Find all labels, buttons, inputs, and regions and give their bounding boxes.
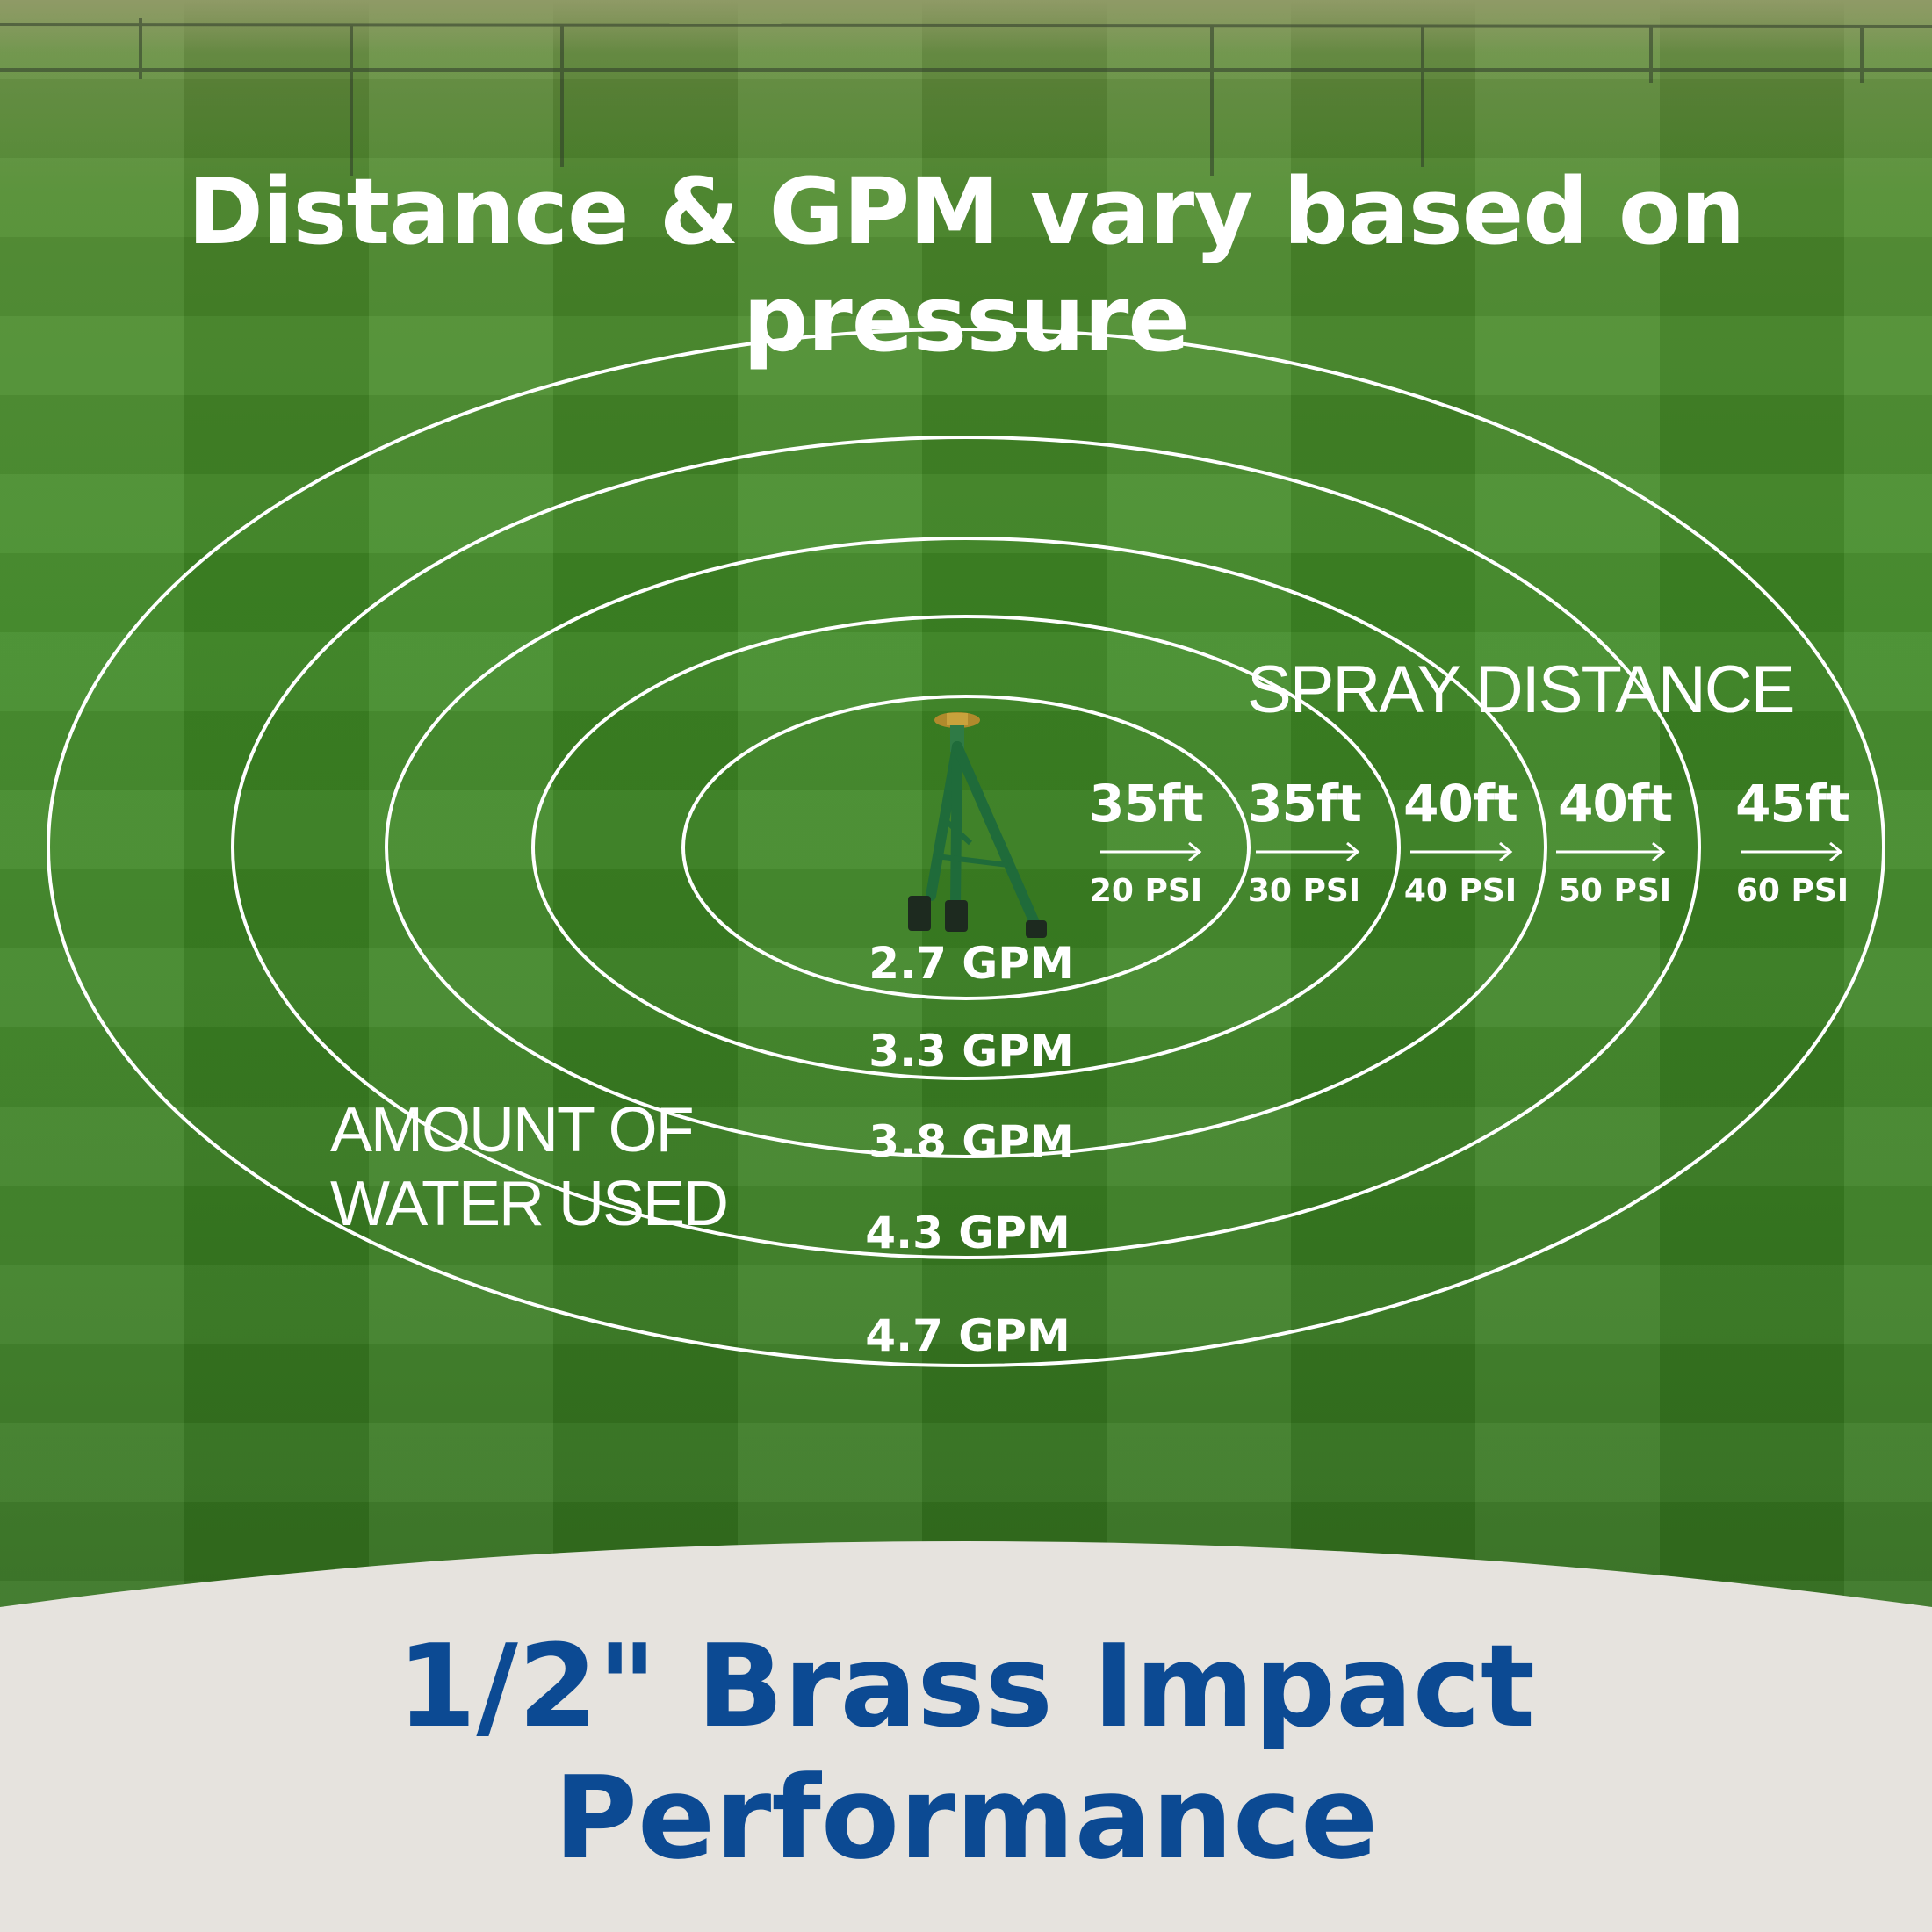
arrow-right-icon: [1100, 841, 1202, 862]
distance-marker-50-psi: 40ft 50 PSI: [1549, 773, 1681, 913]
flow-rate-30-psi: 3.3 GPM: [869, 1026, 1074, 1077]
distance-value: 35ft: [1247, 774, 1362, 833]
arrow-right-icon: [1556, 841, 1666, 862]
pressure-value: 20 PSI: [1089, 873, 1203, 909]
arrow-right-icon: [1410, 841, 1513, 862]
coverage-rings: [47, 328, 1885, 1367]
pressure-value: 40 PSI: [1403, 873, 1517, 909]
flow-rate-40-psi: 3.8 GPM: [869, 1116, 1074, 1167]
pressure-value: 30 PSI: [1247, 873, 1361, 909]
water-used-line-2: WATER USED: [330, 1169, 729, 1239]
pressure-value: 50 PSI: [1558, 873, 1672, 909]
distance-marker-60-psi: 45ft 60 PSI: [1727, 773, 1858, 913]
flow-rate-60-psi: 4.7 GPM: [865, 1310, 1071, 1361]
ring-50-psi: [231, 436, 1701, 1259]
ring-40-psi: [385, 537, 1547, 1158]
fence: [0, 18, 1932, 176]
distance-marker-20-psi: 35ft 20 PSI: [1080, 773, 1212, 913]
distance-marker-30-psi: 35ft 30 PSI: [1238, 773, 1370, 913]
ring-60-psi: [47, 328, 1885, 1367]
product-title-line-1: 1/2" Brass Impact: [396, 1619, 1536, 1753]
ring-20-psi: [681, 695, 1251, 1000]
product-title: 1/2" Brass Impact Performance: [0, 1620, 1932, 1884]
flow-rate-20-psi: 2.7 GPM: [869, 938, 1074, 989]
distance-value: 40ft: [1403, 774, 1518, 833]
pressure-value: 60 PSI: [1735, 873, 1849, 909]
water-used-line-1: AMOUNT OF: [330, 1095, 695, 1165]
flow-rate-50-psi: 4.3 GPM: [865, 1208, 1071, 1258]
distance-marker-40-psi: 40ft 40 PSI: [1395, 773, 1526, 913]
product-title-line-2: Performance: [553, 1751, 1379, 1885]
bottom-panel: [0, 1541, 1932, 1932]
tripod-sprinkler-icon: [908, 712, 1047, 938]
distance-value: 45ft: [1735, 774, 1850, 833]
water-used-label: AMOUNT OF WATER USED: [330, 1093, 787, 1241]
arrow-right-icon: [1741, 841, 1843, 862]
arrow-right-icon: [1256, 841, 1360, 862]
distance-value: 35ft: [1089, 774, 1204, 833]
ring-30-psi: [531, 615, 1401, 1080]
spray-distance-label: SPRAY DISTANCE: [1247, 652, 1795, 727]
headline: Distance & GPM vary based on pressure: [187, 158, 1746, 372]
distance-value: 40ft: [1558, 774, 1673, 833]
